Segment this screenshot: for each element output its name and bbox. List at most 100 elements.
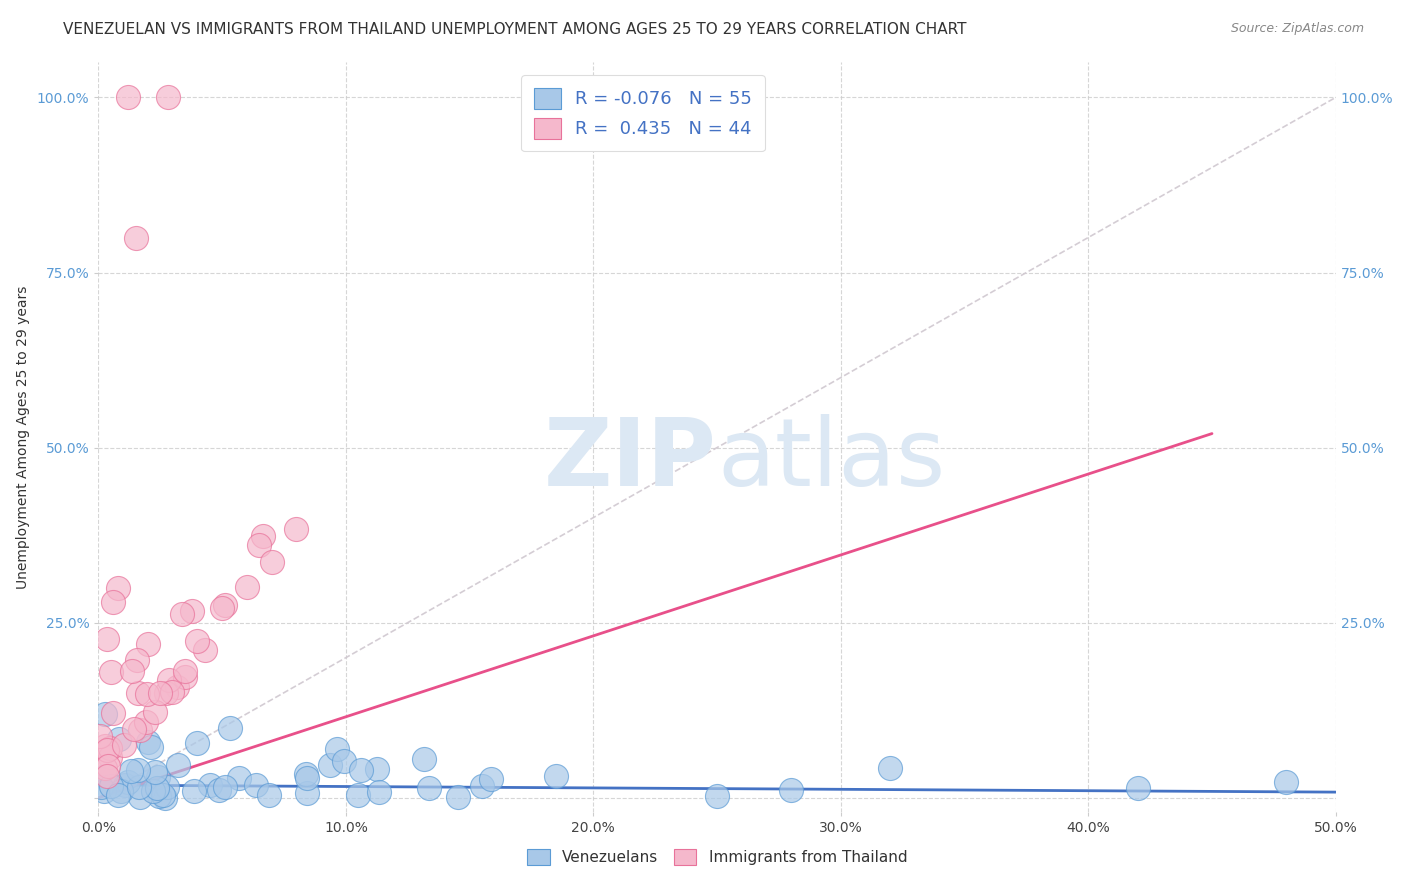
Point [319, 757, 342, 772]
Point [368, 785, 391, 799]
Point [413, 752, 436, 766]
Point [471, 780, 494, 794]
Point [170, 607, 193, 621]
Point [117, 775, 139, 789]
Point [96, 632, 118, 647]
Point [146, 781, 169, 796]
Point [198, 778, 221, 792]
Point [166, 680, 188, 694]
Point [257, 788, 280, 802]
Point [180, 604, 202, 618]
Legend: Venezuelans, Immigrants from Thailand: Venezuelans, Immigrants from Thailand [520, 843, 914, 871]
Point [167, 758, 190, 772]
Point [139, 739, 162, 754]
Point [101, 706, 124, 720]
Point [247, 538, 270, 552]
Point [98, 740, 121, 755]
Point [207, 783, 229, 797]
Point [121, 664, 143, 678]
Point [879, 761, 901, 775]
Point [326, 741, 349, 756]
Y-axis label: Unemployment Among Ages 25 to 29 years: Unemployment Among Ages 25 to 29 years [15, 285, 30, 589]
Point [183, 784, 205, 798]
Point [295, 786, 318, 800]
Point [148, 789, 170, 803]
Point [94, 706, 117, 721]
Point [136, 637, 159, 651]
Point [218, 721, 240, 735]
Point [96, 743, 118, 757]
Text: VENEZUELAN VS IMMIGRANTS FROM THAILAND UNEMPLOYMENT AMONG AGES 25 TO 29 YEARS CO: VENEZUELAN VS IMMIGRANTS FROM THAILAND U… [63, 22, 967, 37]
Point [174, 665, 197, 679]
Point [295, 771, 318, 785]
Point [285, 522, 308, 536]
Text: ZIP: ZIP [544, 414, 717, 506]
Point [148, 770, 170, 784]
Point [125, 652, 148, 666]
Point [347, 789, 370, 803]
Point [186, 736, 208, 750]
Point [138, 734, 160, 748]
Point [236, 581, 259, 595]
Point [546, 769, 568, 783]
Point [214, 780, 236, 794]
Point [1126, 780, 1149, 795]
Point [333, 754, 356, 768]
Point [156, 90, 179, 104]
Text: atlas: atlas [717, 414, 945, 506]
Point [93, 784, 115, 798]
Point [93, 739, 115, 753]
Point [120, 764, 142, 779]
Point [780, 783, 803, 797]
Point [110, 784, 132, 798]
Point [129, 723, 152, 737]
Point [366, 763, 388, 777]
Point [155, 686, 177, 700]
Point [155, 790, 177, 805]
Point [159, 673, 181, 687]
Point [127, 686, 149, 700]
Point [149, 686, 172, 700]
Point [117, 90, 139, 104]
Point [94, 761, 117, 775]
Point [122, 723, 145, 737]
Point [228, 771, 250, 785]
Point [129, 789, 152, 804]
Point [245, 778, 267, 792]
Point [112, 738, 135, 752]
Point [479, 772, 502, 786]
Point [127, 763, 149, 777]
Point [98, 749, 121, 764]
Point [94, 769, 117, 783]
Point [135, 715, 157, 730]
Text: Source: ZipAtlas.com: Source: ZipAtlas.com [1230, 22, 1364, 36]
Point [136, 687, 159, 701]
Point [214, 598, 236, 612]
Point [90, 780, 112, 794]
Point [447, 789, 470, 804]
Point [114, 778, 136, 792]
Point [143, 705, 166, 719]
Point [128, 780, 150, 795]
Point [260, 555, 283, 569]
Point [96, 769, 118, 783]
Point [194, 643, 217, 657]
Point [160, 684, 183, 698]
Point [142, 784, 165, 798]
Point [108, 732, 131, 747]
Point [252, 529, 274, 543]
Point [97, 759, 120, 773]
Point [89, 729, 111, 743]
Point [100, 779, 122, 793]
Point [143, 764, 166, 779]
Point [107, 581, 129, 595]
Point [174, 670, 197, 684]
Point [1275, 774, 1298, 789]
Point [152, 788, 174, 802]
Point [124, 230, 146, 244]
Point [107, 788, 129, 802]
Point [706, 789, 728, 804]
Point [156, 780, 179, 794]
Point [295, 767, 318, 781]
Point [100, 665, 122, 679]
